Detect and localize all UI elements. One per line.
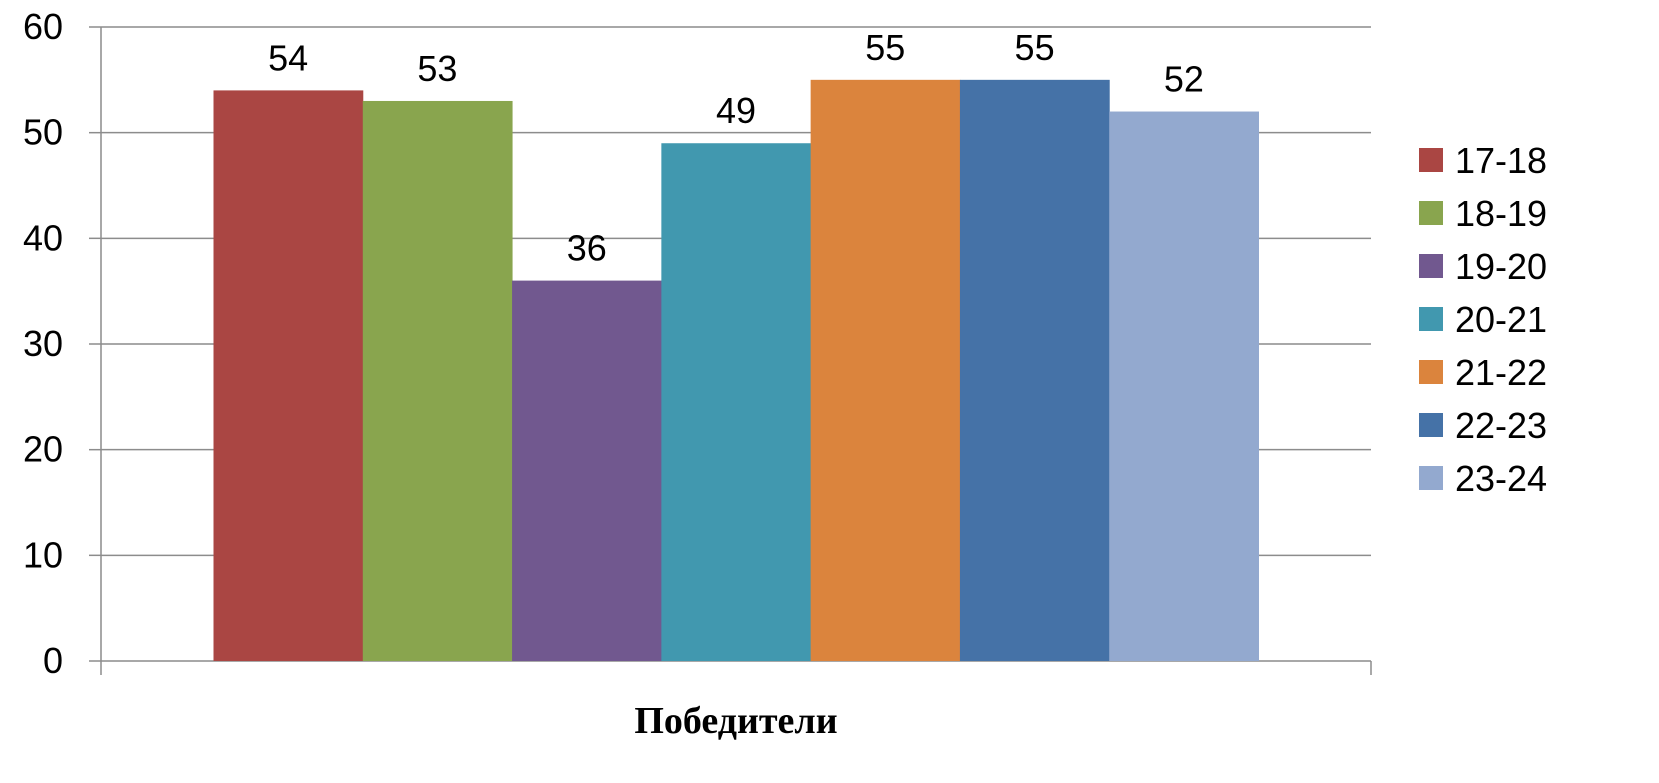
y-tick-label: 50 [23, 112, 63, 153]
bars [213, 79, 1259, 662]
bar-21-22 [810, 79, 961, 662]
y-tick-label: 30 [23, 323, 63, 364]
category-label: Победители [634, 700, 837, 742]
legend-swatch-22-23 [1419, 413, 1443, 437]
legend-swatch-17-18 [1419, 148, 1443, 172]
data-label-17-18: 54 [268, 37, 308, 78]
bar-22-23 [959, 79, 1110, 662]
legend-swatch-23-24 [1419, 466, 1443, 490]
legend-swatch-20-21 [1419, 307, 1443, 331]
bar-19-20 [512, 280, 662, 661]
data-label-22-23: 55 [1015, 27, 1055, 68]
data-label-20-21: 49 [716, 90, 756, 131]
y-tick-label: 10 [23, 534, 63, 575]
x-axis-category-labels: Победители [634, 700, 837, 742]
y-tick-label: 0 [43, 640, 63, 681]
legend-label-17-18: 17-18 [1455, 140, 1547, 181]
legend-swatch-19-20 [1419, 254, 1443, 278]
data-label-19-20: 36 [567, 228, 607, 269]
bar-17-18 [213, 90, 364, 661]
y-tick-label: 60 [23, 6, 63, 47]
bar-18-19 [362, 100, 513, 661]
legend: 17-18 18-19 19-20 20-21 21-22 22-23 23-24 [1419, 140, 1547, 499]
legend-swatch-21-22 [1419, 360, 1443, 384]
y-tick-label: 20 [23, 429, 63, 470]
data-label-23-24: 52 [1164, 59, 1204, 100]
y-tick-label: 40 [23, 217, 63, 258]
legend-label-20-21: 20-21 [1455, 299, 1547, 340]
y-axis-tick-labels: 0 10 20 30 40 50 60 [23, 6, 63, 681]
data-label-18-19: 53 [417, 48, 457, 89]
legend-label-21-22: 21-22 [1455, 352, 1547, 393]
bar-20-21 [661, 143, 812, 661]
legend-label-23-24: 23-24 [1455, 458, 1547, 499]
legend-swatch-18-19 [1419, 201, 1443, 225]
legend-label-19-20: 19-20 [1455, 246, 1547, 287]
data-labels: 54 53 36 49 55 55 52 [268, 27, 1204, 269]
legend-label-22-23: 22-23 [1455, 405, 1547, 446]
legend-label-18-19: 18-19 [1455, 193, 1547, 234]
bar-23-24 [1109, 111, 1259, 662]
data-label-21-22: 55 [865, 27, 905, 68]
